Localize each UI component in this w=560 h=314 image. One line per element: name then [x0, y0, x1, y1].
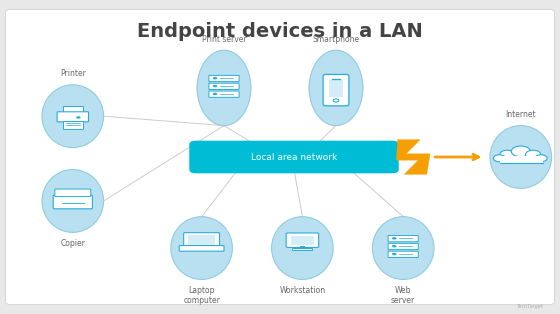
FancyBboxPatch shape	[209, 75, 239, 82]
Circle shape	[493, 155, 506, 162]
Circle shape	[392, 253, 396, 255]
Ellipse shape	[42, 170, 104, 232]
Circle shape	[392, 237, 396, 240]
FancyBboxPatch shape	[388, 236, 418, 242]
Text: Laptop
computer: Laptop computer	[183, 286, 220, 305]
FancyBboxPatch shape	[189, 141, 399, 173]
FancyBboxPatch shape	[388, 251, 418, 257]
Circle shape	[535, 155, 547, 162]
Ellipse shape	[309, 50, 363, 126]
Bar	[63, 121, 83, 129]
Circle shape	[76, 116, 81, 119]
Circle shape	[392, 245, 396, 247]
Bar	[300, 246, 305, 249]
Circle shape	[500, 150, 515, 159]
FancyBboxPatch shape	[286, 233, 319, 247]
FancyBboxPatch shape	[53, 195, 92, 209]
Bar	[292, 248, 312, 250]
FancyBboxPatch shape	[209, 83, 239, 89]
Ellipse shape	[272, 217, 333, 279]
FancyBboxPatch shape	[184, 233, 220, 247]
FancyBboxPatch shape	[388, 243, 418, 250]
Ellipse shape	[171, 217, 232, 279]
Text: Local area network: Local area network	[251, 153, 337, 161]
Text: Print server: Print server	[202, 35, 246, 44]
Bar	[329, 80, 343, 97]
Circle shape	[511, 146, 530, 157]
Text: Internet: Internet	[506, 110, 536, 119]
Bar	[500, 156, 543, 163]
Text: Smartphone: Smartphone	[312, 35, 360, 44]
FancyBboxPatch shape	[55, 189, 91, 197]
Circle shape	[213, 77, 217, 79]
Circle shape	[213, 93, 217, 95]
Text: Web
server: Web server	[391, 286, 416, 305]
Ellipse shape	[490, 126, 552, 188]
FancyBboxPatch shape	[57, 112, 88, 122]
Bar	[63, 106, 83, 113]
FancyBboxPatch shape	[179, 246, 224, 251]
FancyBboxPatch shape	[6, 9, 554, 305]
Text: TechTarget: TechTarget	[516, 304, 543, 309]
FancyBboxPatch shape	[323, 74, 349, 106]
Text: Endpoint devices in a LAN: Endpoint devices in a LAN	[137, 22, 423, 41]
Ellipse shape	[372, 217, 434, 279]
Text: Printer: Printer	[60, 69, 86, 78]
Circle shape	[213, 85, 217, 87]
Text: Workstation: Workstation	[279, 286, 325, 295]
Bar	[188, 235, 215, 245]
FancyBboxPatch shape	[209, 91, 239, 97]
Circle shape	[525, 150, 541, 159]
Bar	[291, 236, 314, 245]
Ellipse shape	[197, 50, 251, 126]
Text: Copier: Copier	[60, 239, 85, 248]
Polygon shape	[396, 140, 430, 174]
Ellipse shape	[42, 85, 104, 148]
